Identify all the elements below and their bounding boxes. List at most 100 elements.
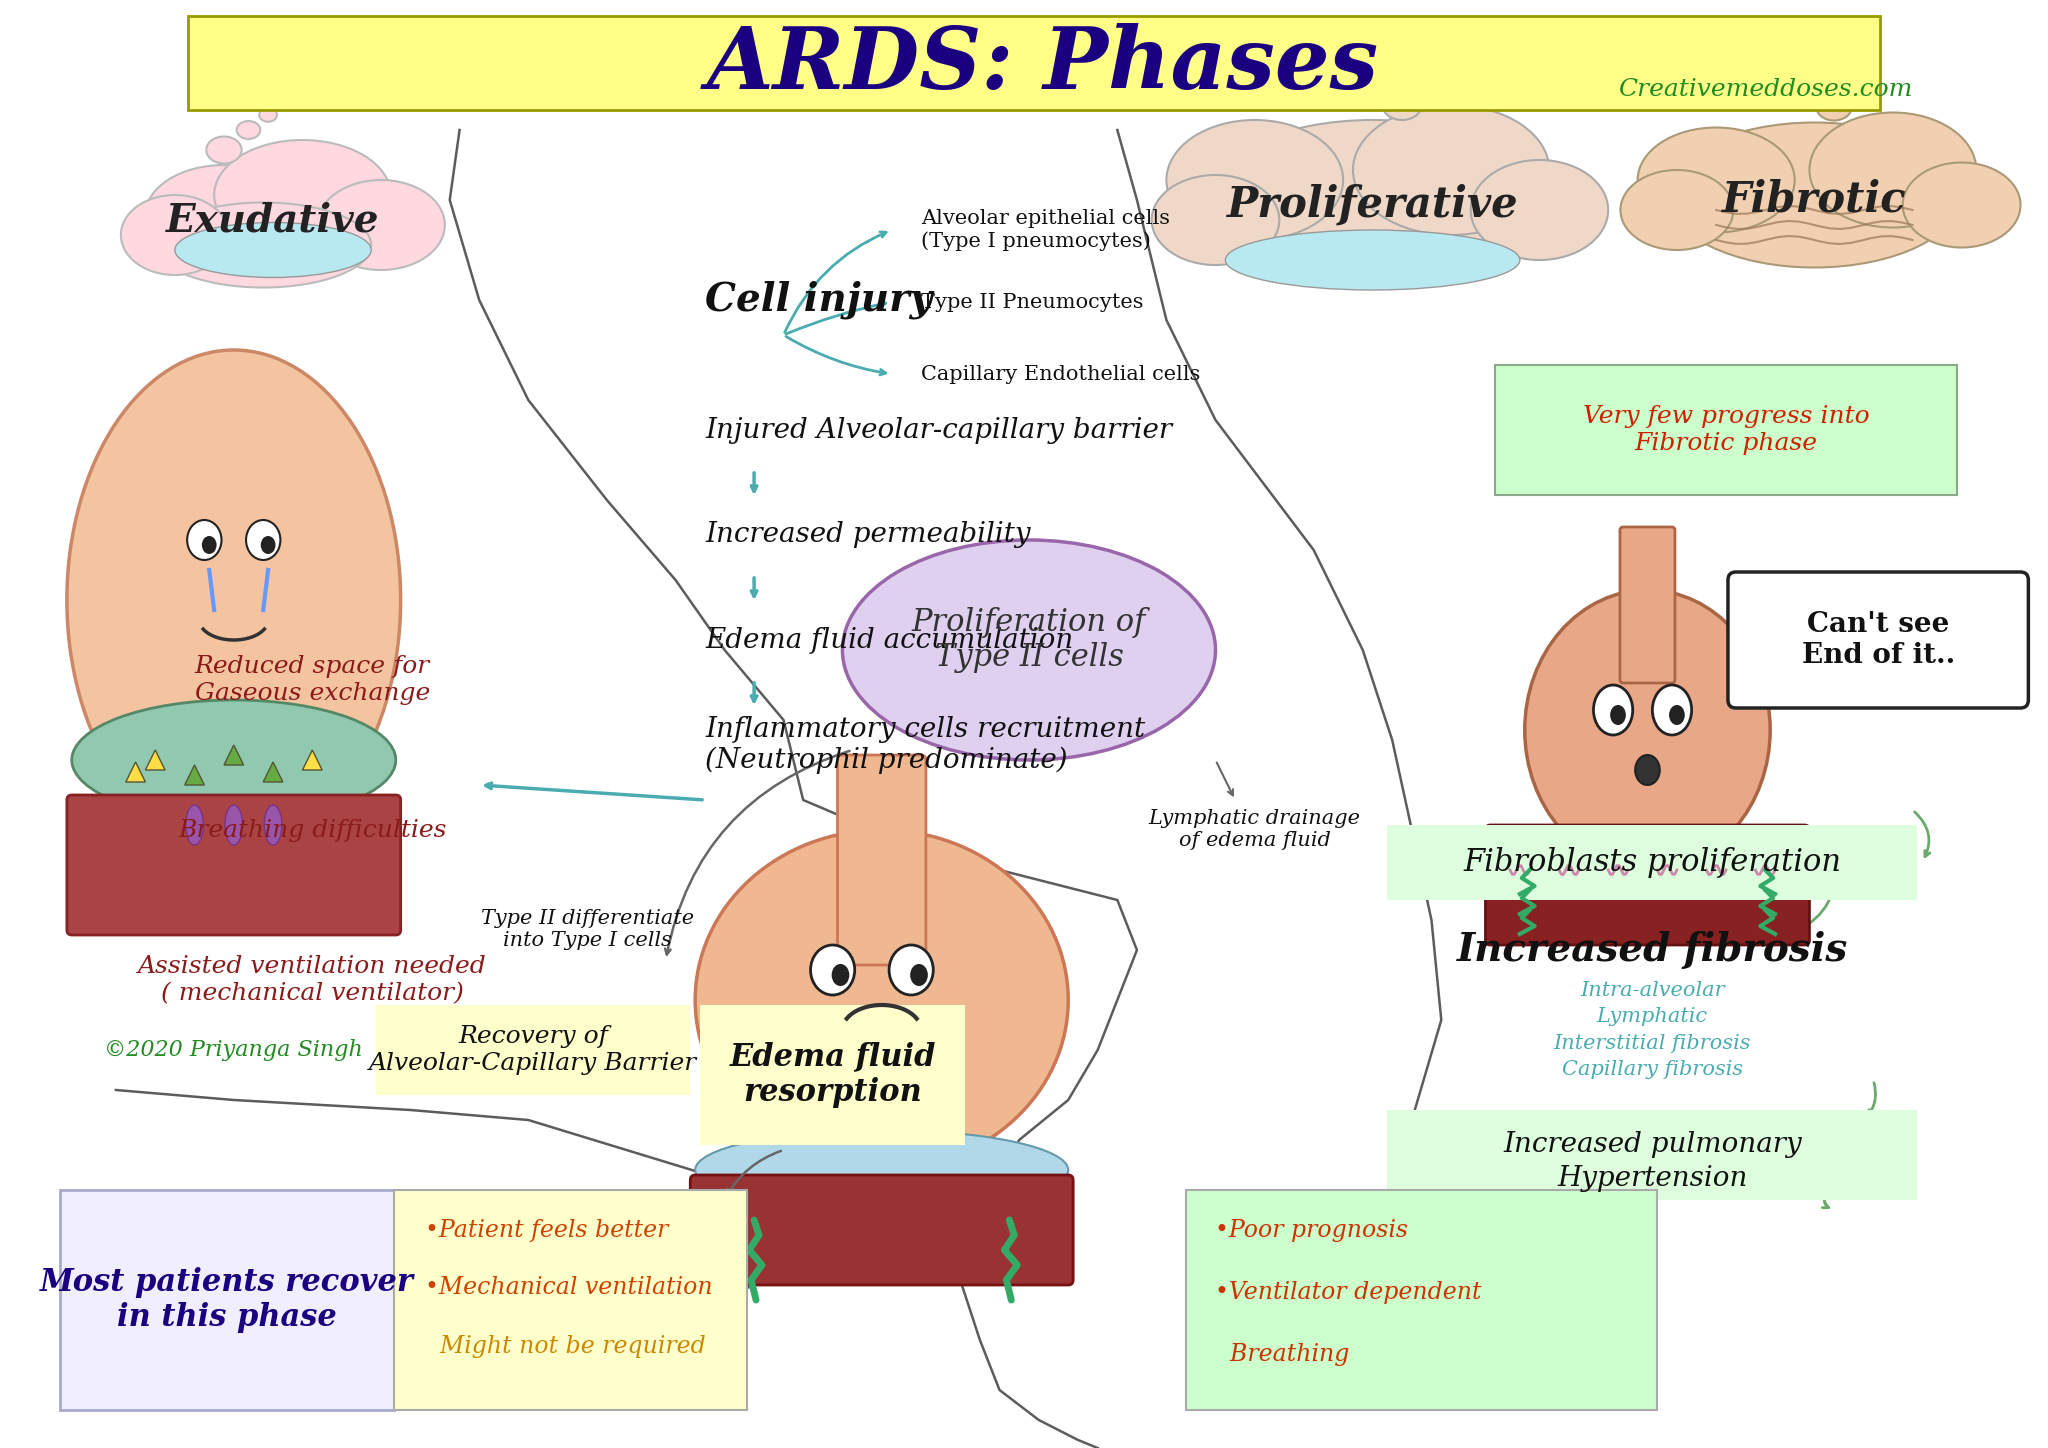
- Ellipse shape: [121, 195, 229, 275]
- Ellipse shape: [1634, 754, 1659, 785]
- Ellipse shape: [225, 805, 242, 846]
- Ellipse shape: [156, 203, 371, 288]
- Text: ©2020 Priyanga Singh: ©2020 Priyanga Singh: [104, 1040, 362, 1061]
- Text: Assisted ventilation needed
( mechanical ventilator): Assisted ventilation needed ( mechanical…: [137, 956, 487, 1005]
- Polygon shape: [145, 750, 166, 770]
- Text: Proliferation of
Type II cells: Proliferation of Type II cells: [911, 607, 1147, 673]
- FancyBboxPatch shape: [377, 1005, 690, 1095]
- Ellipse shape: [145, 165, 303, 265]
- Ellipse shape: [1382, 90, 1421, 120]
- Text: Intra-alveolar
Lymphatic
Interstitial fibrosis
Capillary fibrosis: Intra-alveolar Lymphatic Interstitial fi…: [1554, 980, 1751, 1079]
- Ellipse shape: [317, 180, 444, 269]
- Text: •Ventilator dependent: •Ventilator dependent: [1217, 1280, 1483, 1303]
- Ellipse shape: [694, 1129, 1069, 1211]
- Polygon shape: [303, 750, 322, 770]
- Polygon shape: [223, 746, 244, 765]
- Ellipse shape: [831, 964, 850, 986]
- Ellipse shape: [1810, 113, 1976, 227]
- Ellipse shape: [1368, 65, 1397, 85]
- Text: Reduced space for
Gaseous exchange: Reduced space for Gaseous exchange: [195, 654, 430, 705]
- FancyBboxPatch shape: [838, 754, 926, 964]
- Text: Recovery of
Alveolar-Capillary Barrier: Recovery of Alveolar-Capillary Barrier: [369, 1025, 696, 1074]
- Ellipse shape: [1470, 159, 1608, 261]
- Text: Capillary Endothelial cells: Capillary Endothelial cells: [922, 365, 1200, 384]
- FancyBboxPatch shape: [1495, 365, 1956, 495]
- Ellipse shape: [1903, 162, 2021, 248]
- FancyBboxPatch shape: [393, 1190, 748, 1410]
- FancyBboxPatch shape: [1186, 1190, 1657, 1410]
- Ellipse shape: [1358, 45, 1378, 59]
- Text: Most patients recover
in this phase: Most patients recover in this phase: [39, 1267, 414, 1334]
- Polygon shape: [184, 765, 205, 785]
- Ellipse shape: [1669, 705, 1686, 725]
- Ellipse shape: [1354, 106, 1548, 235]
- Text: Type II differentiate
into Type I cells: Type II differentiate into Type I cells: [481, 909, 694, 950]
- FancyBboxPatch shape: [1485, 825, 1810, 946]
- Ellipse shape: [1667, 123, 1962, 268]
- FancyBboxPatch shape: [1386, 1111, 1917, 1200]
- Ellipse shape: [1817, 94, 1851, 120]
- Ellipse shape: [246, 520, 281, 560]
- Text: Fibroblasts proliferation: Fibroblasts proliferation: [1464, 847, 1841, 877]
- Ellipse shape: [811, 946, 854, 995]
- Text: Injured Alveolar-capillary barrier: Injured Alveolar-capillary barrier: [705, 417, 1171, 443]
- Ellipse shape: [1653, 685, 1692, 736]
- Text: Can't see
End of it..: Can't see End of it..: [1802, 611, 1954, 669]
- Ellipse shape: [186, 805, 203, 846]
- Ellipse shape: [909, 964, 928, 986]
- Text: Very few progress into
Fibrotic phase: Very few progress into Fibrotic phase: [1583, 405, 1870, 455]
- Ellipse shape: [264, 805, 283, 846]
- Ellipse shape: [842, 540, 1217, 760]
- FancyBboxPatch shape: [68, 795, 401, 935]
- Text: Edema fluid
resorption: Edema fluid resorption: [729, 1041, 936, 1108]
- Ellipse shape: [68, 350, 401, 850]
- Ellipse shape: [1610, 705, 1626, 725]
- Ellipse shape: [1151, 175, 1280, 265]
- Ellipse shape: [1167, 120, 1343, 240]
- Ellipse shape: [215, 140, 391, 251]
- Ellipse shape: [207, 136, 242, 164]
- Ellipse shape: [186, 520, 221, 560]
- Text: Type II Pneumocytes: Type II Pneumocytes: [922, 292, 1143, 311]
- Text: Lymphatic drainage
of edema fluid: Lymphatic drainage of edema fluid: [1149, 809, 1360, 850]
- Ellipse shape: [889, 946, 934, 995]
- Text: Breathing difficulties: Breathing difficulties: [178, 818, 446, 841]
- FancyBboxPatch shape: [188, 16, 1880, 110]
- Ellipse shape: [260, 109, 276, 122]
- Text: Exudative: Exudative: [166, 201, 379, 239]
- Text: •Mechanical ventilation: •Mechanical ventilation: [426, 1277, 713, 1299]
- Ellipse shape: [72, 699, 395, 820]
- Text: Increased fibrosis: Increased fibrosis: [1456, 931, 1847, 969]
- Ellipse shape: [203, 536, 217, 555]
- Text: Proliferative: Proliferative: [1227, 184, 1518, 226]
- Ellipse shape: [174, 223, 371, 278]
- Text: ARDS: Phases: ARDS: Phases: [707, 23, 1378, 107]
- Text: Inflammatory cells recruitment
(Neutrophil predominate): Inflammatory cells recruitment (Neutroph…: [705, 715, 1145, 775]
- Ellipse shape: [1638, 127, 1794, 233]
- Text: Increased permeability: Increased permeability: [705, 521, 1030, 549]
- Text: Might not be required: Might not be required: [426, 1335, 707, 1358]
- FancyBboxPatch shape: [700, 1005, 965, 1145]
- Ellipse shape: [1806, 71, 1833, 90]
- FancyBboxPatch shape: [1729, 572, 2028, 708]
- Ellipse shape: [1798, 52, 1815, 65]
- FancyBboxPatch shape: [1386, 825, 1917, 901]
- Text: Breathing: Breathing: [1217, 1342, 1350, 1365]
- Text: Increased pulmonary: Increased pulmonary: [1503, 1131, 1802, 1158]
- Ellipse shape: [260, 536, 276, 555]
- Text: Cell injury: Cell injury: [705, 281, 932, 319]
- Ellipse shape: [1225, 230, 1520, 290]
- Text: Edema fluid accumulation: Edema fluid accumulation: [705, 627, 1073, 653]
- Text: Fibrotic: Fibrotic: [1722, 180, 1907, 222]
- Polygon shape: [264, 762, 283, 782]
- Text: Alveolar epithelial cells
(Type I pneumocytes): Alveolar epithelial cells (Type I pneumo…: [922, 209, 1169, 251]
- Ellipse shape: [1526, 589, 1769, 870]
- Text: Hypertension: Hypertension: [1556, 1164, 1747, 1192]
- Text: Creativemeddoses.com: Creativemeddoses.com: [1618, 78, 1913, 101]
- FancyBboxPatch shape: [690, 1174, 1073, 1284]
- Text: •Poor prognosis: •Poor prognosis: [1217, 1219, 1409, 1241]
- FancyBboxPatch shape: [1620, 527, 1675, 683]
- Ellipse shape: [1593, 685, 1632, 736]
- Ellipse shape: [694, 830, 1069, 1170]
- Ellipse shape: [238, 122, 260, 139]
